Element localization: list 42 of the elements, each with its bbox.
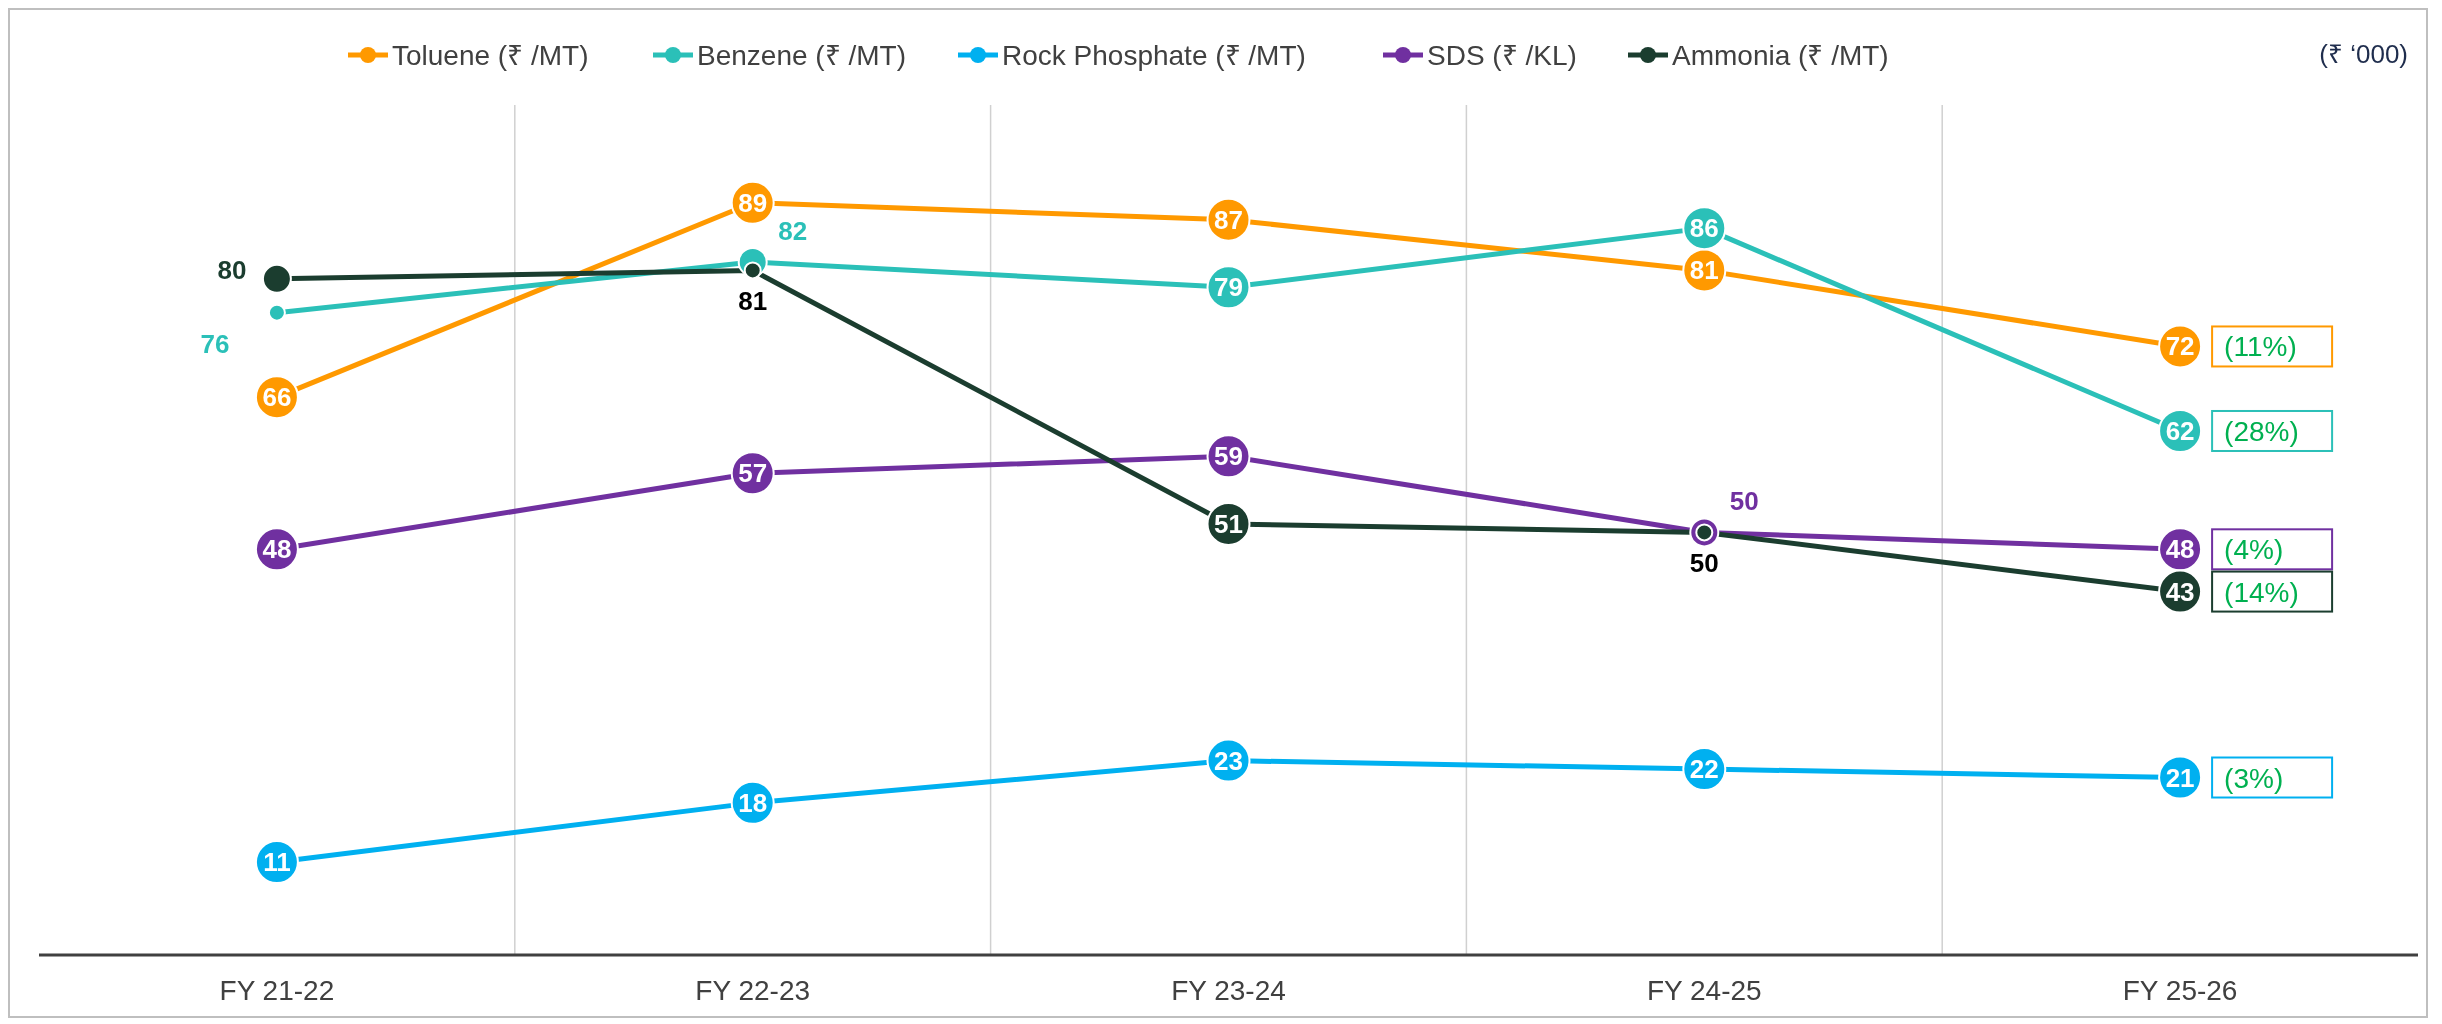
data-label: 18 [738,787,768,818]
data-label: 48 [2165,534,2195,565]
data-label: 87 [1214,204,1243,235]
x-tick-label: FY 22-23 [695,975,811,1006]
data-label: 81 [1689,255,1719,286]
legend-label: Benzene (₹ /MT) [697,40,906,71]
data-label: 48 [262,534,292,565]
data-label: 51 [1214,508,1243,539]
data-label: 43 [2165,576,2195,607]
data-label: 86 [1689,213,1719,244]
x-tick-label: FY 23-24 [1171,975,1286,1006]
data-label: 21 [2165,762,2195,793]
x-tick-label: FY 25-26 [2122,975,2238,1006]
point [261,263,292,294]
data-label: 50 [1729,486,1759,517]
data-label: 81 [738,286,768,317]
data-label: 76 [200,328,230,359]
legend-label: Rock Phosphate (₹ /MT) [1002,40,1306,71]
data-label: 66 [262,382,292,413]
x-tick-label: FY 21-22 [219,975,335,1006]
data-label: 22 [1689,754,1719,785]
annotation: (28%) [2224,415,2299,447]
legend-label: Toluene (₹ /MT) [392,40,589,71]
x-tick-label: FY 24-25 [1646,975,1762,1006]
annotation: (11%) [2224,331,2297,363]
data-label: 11 [263,847,291,878]
data-label: 89 [738,187,768,218]
data-label: 23 [1214,745,1243,776]
data-label: 80 [217,254,247,285]
text: (₹ ‘000) [2319,39,2408,69]
annotation: (4%) [2224,534,2284,566]
legend-label: Ammonia (₹ /MT) [1672,40,1889,71]
data-label: 59 [1214,441,1243,472]
data-label: 50 [1689,548,1719,579]
legend-label: SDS (₹ /KL) [1427,40,1577,71]
data-label: 62 [2165,415,2195,446]
data-label: 79 [1214,272,1243,303]
annotation: (3%) [2224,762,2284,794]
data-label: 82 [778,215,808,246]
data-label: 72 [2165,331,2195,362]
data-label: 57 [738,458,768,489]
annotation: (14%) [2224,576,2299,608]
